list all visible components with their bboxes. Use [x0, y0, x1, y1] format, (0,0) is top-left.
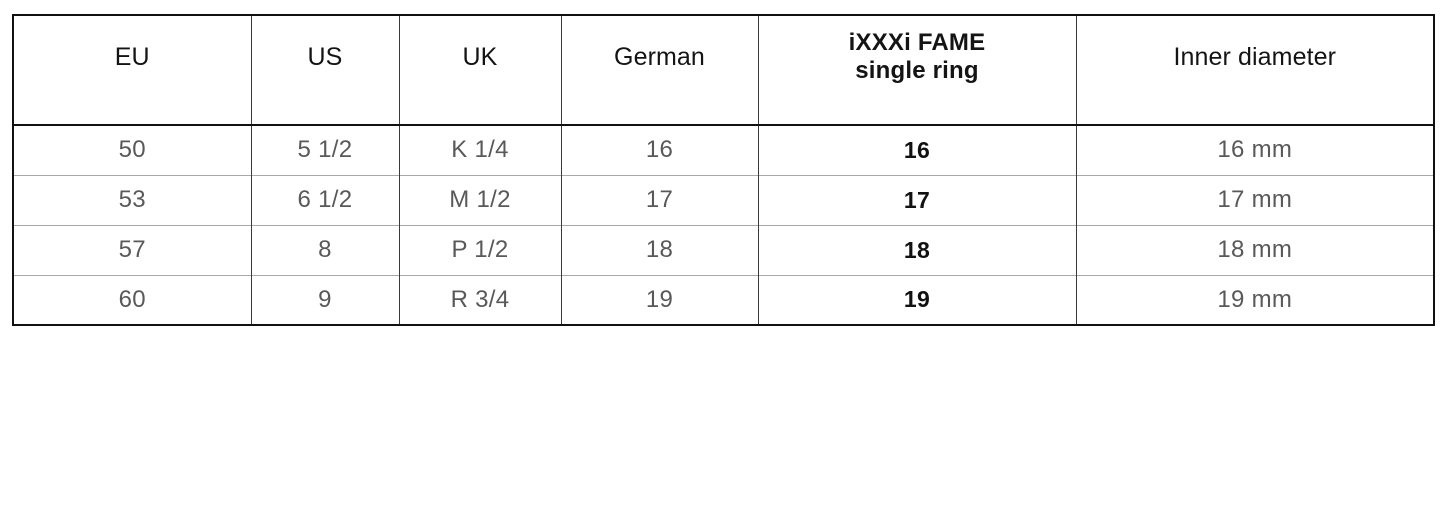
table-row: 50 5 1/2 K 1/4 16 16 16 mm: [13, 125, 1434, 175]
cell-eu: 50: [13, 125, 252, 175]
cell-us: 5 1/2: [251, 125, 400, 175]
cell-fame: 17: [758, 174, 1077, 225]
table-row: 57 8 P 1/2 18 18 18 mm: [13, 224, 1434, 275]
cell-inner-diameter: 17 mm: [1076, 174, 1434, 225]
cell-german: 19: [561, 274, 759, 325]
cell-fame: 16: [758, 125, 1077, 175]
cell-us: 8: [251, 224, 400, 275]
cell-german: 16: [561, 125, 759, 175]
cell-uk: K 1/4: [399, 125, 562, 175]
cell-eu: 57: [13, 224, 252, 275]
column-header-eu: EU: [13, 15, 252, 126]
column-header-ixxxi-fame-single-ring: iXXXi FAME single ring: [758, 15, 1077, 126]
cell-fame: 18: [758, 224, 1077, 275]
cell-fame: 19: [758, 274, 1077, 325]
table-row: 53 6 1/2 M 1/2 17 17 17 mm: [13, 174, 1434, 225]
cell-uk: P 1/2: [399, 224, 562, 275]
table-row: 60 9 R 3/4 19 19 19 mm: [13, 274, 1434, 325]
column-header-us: US: [251, 15, 400, 126]
cell-eu: 53: [13, 174, 252, 225]
cell-inner-diameter: 19 mm: [1076, 274, 1434, 325]
column-header-fame-line2: single ring: [855, 57, 979, 84]
cell-us: 9: [251, 274, 400, 325]
cell-eu: 60: [13, 274, 252, 325]
table-body: 50 5 1/2 K 1/4 16 16 16 mm 53 6 1/2 M 1/…: [13, 125, 1434, 325]
column-header-uk: UK: [399, 15, 562, 126]
cell-inner-diameter: 16 mm: [1217, 136, 1293, 164]
cell-uk: M 1/2: [399, 174, 562, 225]
cell-german: 17: [561, 174, 759, 225]
column-header-inner-diameter: Inner diameter: [1076, 15, 1434, 126]
column-header-german: German: [561, 15, 759, 126]
ring-size-conversion-table: EU US UK German iXXXi FAME single ring In…: [12, 14, 1435, 326]
cell-uk: R 3/4: [399, 274, 562, 325]
column-header-fame-line1: iXXXi FAME: [848, 29, 986, 57]
header-row: EU US UK German iXXXi FAME single ring In…: [13, 15, 1434, 126]
table-header: EU US UK German iXXXi FAME single ring In…: [13, 15, 1434, 126]
cell-inner-diameter: 18 mm: [1076, 224, 1434, 275]
cell-german: 18: [561, 224, 759, 275]
cell-us: 6 1/2: [251, 174, 400, 225]
